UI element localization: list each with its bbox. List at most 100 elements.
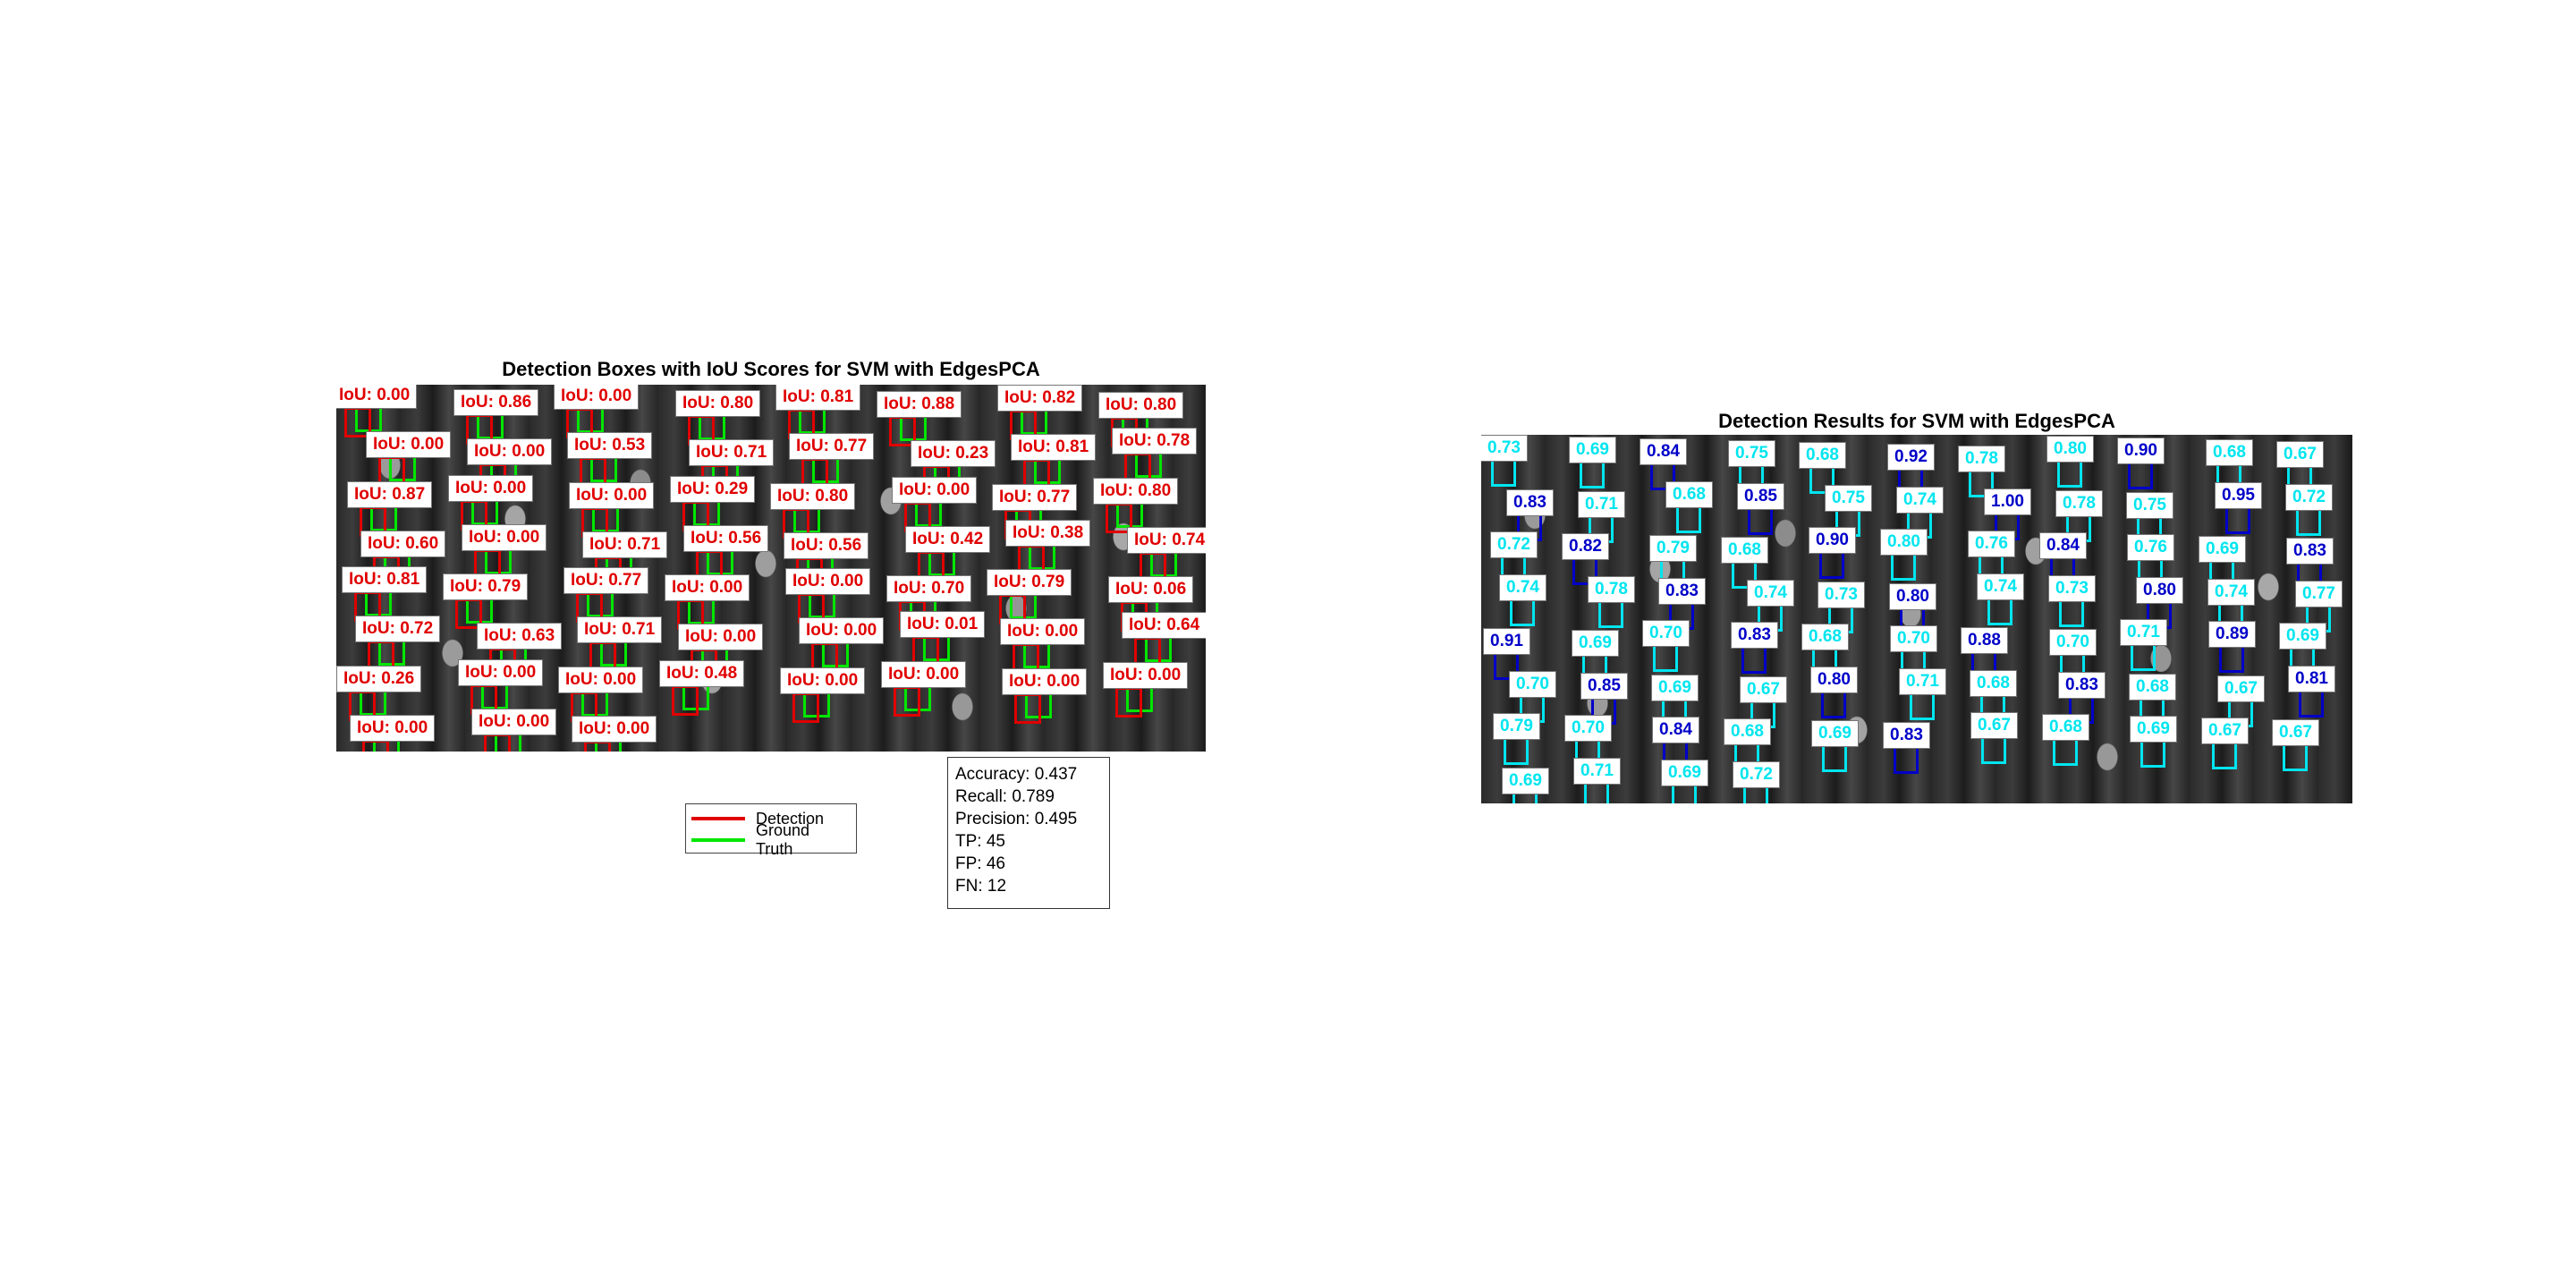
confidence-score-label: 0.77 bbox=[2295, 581, 2343, 607]
detection-box bbox=[2059, 599, 2084, 627]
legend-label-ground-truth: Ground Truth bbox=[755, 821, 810, 858]
iou-score-label: IoU: 0.29 bbox=[670, 476, 756, 503]
iou-score-label: IoU: 0.63 bbox=[477, 623, 563, 650]
confidence-score-label: 0.71 bbox=[1573, 758, 1621, 785]
precision-text: Precision: 0.495 bbox=[955, 810, 1078, 828]
iou-score-label: IoU: 0.00 bbox=[678, 624, 764, 650]
detection-box bbox=[2053, 737, 2078, 766]
confidence-score-label: 0.74 bbox=[1977, 573, 2024, 600]
accuracy-text: Accuracy: 0.437 bbox=[955, 765, 1078, 784]
legend-swatch-detection bbox=[691, 817, 745, 820]
detection-box bbox=[1981, 735, 2006, 764]
iou-score-label: IoU: 0.00 bbox=[572, 716, 657, 743]
iou-score-label: IoU: 0.81 bbox=[775, 385, 861, 411]
iou-score-label: IoU: 0.06 bbox=[1108, 576, 1194, 603]
confidence-score-label: 0.81 bbox=[2288, 666, 2335, 692]
confidence-score-label: 0.91 bbox=[1483, 628, 1530, 655]
fn-text: FN: 12 bbox=[955, 877, 1007, 896]
iou-score-label: IoU: 0.70 bbox=[886, 575, 972, 602]
confidence-score-label: 0.70 bbox=[2049, 629, 2097, 656]
detection-box bbox=[2128, 461, 2153, 489]
iou-score-label: IoU: 0.42 bbox=[905, 526, 991, 553]
iou-score-label: IoU: 0.80 bbox=[675, 390, 761, 417]
detection-box bbox=[672, 685, 699, 716]
detection-box bbox=[2299, 689, 2324, 718]
detection-box bbox=[2057, 459, 2082, 488]
iou-score-label: IoU: 0.80 bbox=[1093, 478, 1179, 505]
confidence-score-label: 0.68 bbox=[1724, 718, 1771, 745]
detection-box bbox=[2219, 644, 2244, 673]
iou-score-label: IoU: 0.77 bbox=[564, 567, 649, 594]
confidence-score-label: 0.79 bbox=[1649, 535, 1697, 562]
confidence-score-label: 0.69 bbox=[1502, 768, 1549, 794]
iou-score-label: IoU: 0.87 bbox=[347, 481, 433, 508]
detection-results-title: Detection Results for SVM with EdgesPCA bbox=[1718, 410, 2115, 432]
iou-score-label: IoU: 0.26 bbox=[336, 666, 422, 692]
detection-box bbox=[1910, 692, 1935, 720]
tp-text: TP: 45 bbox=[955, 832, 1005, 851]
legend: Detection Ground Truth bbox=[685, 803, 857, 858]
detection-box bbox=[1598, 599, 1623, 628]
iou-score-label: IoU: 0.00 bbox=[799, 617, 885, 644]
confidence-score-label: 0.75 bbox=[1728, 440, 1775, 467]
detection-box bbox=[2212, 741, 2237, 769]
confidence-score-label: 0.80 bbox=[1889, 583, 1936, 610]
iou-score-label: IoU: 0.00 bbox=[569, 482, 655, 509]
legend-entry-ground-truth: Ground Truth bbox=[691, 821, 851, 858]
iou-score-label: IoU: 0.00 bbox=[892, 477, 978, 504]
iou-score-label: IoU: 0.00 bbox=[366, 431, 452, 458]
confidence-score-label: 0.69 bbox=[1811, 720, 1859, 747]
confidence-score-label: 0.79 bbox=[1493, 713, 1540, 740]
confidence-score-label: 0.83 bbox=[2286, 538, 2334, 565]
confidence-score-label: 0.76 bbox=[2127, 534, 2174, 561]
confidence-score-label: 0.82 bbox=[1562, 533, 1609, 560]
detection-box bbox=[1891, 552, 1916, 581]
confidence-score-label: 0.74 bbox=[1499, 574, 1546, 601]
iou-figure-panel: Detection Boxes with IoU Scores for SVM … bbox=[336, 356, 1206, 752]
iou-score-label: IoU: 0.74 bbox=[1127, 527, 1206, 554]
confidence-score-label: 0.68 bbox=[1801, 624, 1849, 650]
confidence-score-label: 0.73 bbox=[1818, 582, 1865, 608]
detection-box bbox=[1821, 690, 1846, 718]
confidence-score-label: 0.69 bbox=[1651, 675, 1699, 701]
confidence-score-label: 0.76 bbox=[1968, 531, 2015, 557]
confidence-score-label: 0.67 bbox=[1970, 712, 2018, 739]
detection-box bbox=[1510, 598, 1535, 626]
iou-score-label: IoU: 0.72 bbox=[355, 616, 441, 642]
confidence-score-label: 0.74 bbox=[1747, 580, 1794, 607]
confidence-score-label: 0.88 bbox=[1961, 627, 2008, 654]
confidence-score-label: 0.80 bbox=[1810, 667, 1858, 693]
confidence-score-label: 0.84 bbox=[1640, 438, 1687, 465]
confidence-score-label: 0.73 bbox=[1481, 435, 1528, 462]
confidence-score-label: 0.92 bbox=[1887, 444, 1935, 471]
detection-box bbox=[1741, 645, 1767, 674]
detection-box bbox=[1822, 743, 1847, 772]
detection-box bbox=[2225, 505, 2250, 534]
recall-text: Recall: 0.789 bbox=[955, 787, 1055, 806]
confidence-score-label: 0.68 bbox=[2042, 714, 2089, 741]
detection-box bbox=[1115, 687, 1142, 718]
iou-score-label: IoU: 0.56 bbox=[683, 525, 769, 552]
confidence-score-label: 0.74 bbox=[1896, 487, 1944, 514]
confidence-score-label: 0.85 bbox=[1580, 673, 1628, 700]
confidence-score-label: 0.70 bbox=[1642, 620, 1690, 647]
iou-score-label: IoU: 0.81 bbox=[342, 566, 428, 593]
iou-score-label: IoU: 0.80 bbox=[770, 483, 856, 510]
iou-score-label: IoU: 0.00 bbox=[471, 709, 557, 735]
confidence-score-label: 0.69 bbox=[1569, 437, 1616, 463]
iou-score-label: IoU: 0.77 bbox=[992, 484, 1078, 511]
iou-score-label: IoU: 0.81 bbox=[1011, 434, 1097, 461]
detection-box bbox=[1653, 643, 1678, 672]
confidence-score-label: 0.74 bbox=[2207, 579, 2255, 606]
confidence-score-label: 0.68 bbox=[2206, 439, 2253, 466]
iou-score-label: IoU: 0.80 bbox=[1098, 392, 1184, 419]
detection-box bbox=[484, 734, 511, 752]
confidence-score-label: 0.73 bbox=[2048, 575, 2096, 602]
crowd-photo-iou: IoU: 0.00 IoU: 0.86 IoU: 0.00 IoU: 0.80 IoU:… bbox=[336, 385, 1206, 752]
detection-box bbox=[1580, 460, 1605, 488]
legend-entry-detection: Detection bbox=[691, 808, 851, 829]
iou-score-label: IoU: 0.48 bbox=[659, 660, 745, 687]
detection-box bbox=[1819, 550, 1844, 579]
iou-score-label: IoU: 0.00 bbox=[336, 385, 418, 409]
iou-score-label: IoU: 0.53 bbox=[567, 432, 653, 459]
